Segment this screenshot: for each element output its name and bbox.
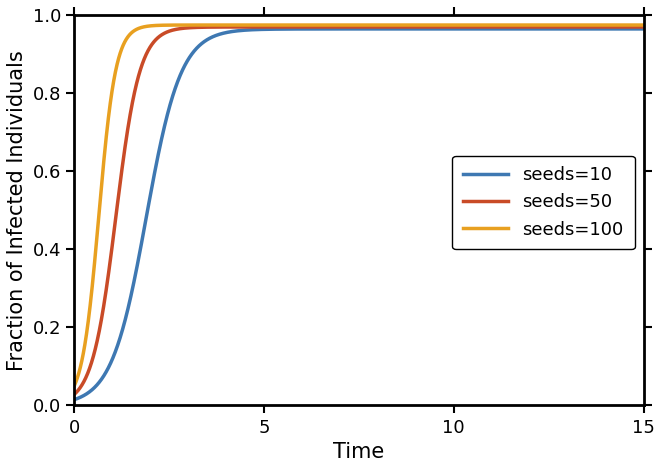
seeds=10 [70, 397, 78, 402]
seeds=10 [567, 26, 575, 32]
seeds=100 [135, 25, 143, 31]
Legend: seeds=10, seeds=50, seeds=100: seeds=10, seeds=50, seeds=100 [452, 156, 635, 250]
seeds=50 [639, 24, 647, 30]
Line: seeds=50: seeds=50 [74, 27, 643, 394]
X-axis label: Time: Time [333, 442, 385, 462]
seeds=100 [169, 22, 177, 28]
seeds=50 [313, 24, 321, 30]
seeds=50 [135, 71, 143, 77]
seeds=50 [567, 24, 575, 30]
seeds=100 [289, 22, 297, 28]
seeds=100 [567, 22, 575, 28]
seeds=50 [548, 24, 556, 30]
seeds=50 [289, 24, 297, 30]
Y-axis label: Fraction of Infected Individuals: Fraction of Infected Individuals [7, 50, 27, 371]
seeds=50 [169, 27, 177, 33]
seeds=50 [629, 24, 637, 30]
Line: seeds=10: seeds=10 [74, 29, 643, 400]
seeds=100 [405, 22, 413, 28]
seeds=10 [135, 253, 143, 258]
seeds=10 [289, 26, 297, 32]
seeds=100 [313, 22, 321, 28]
seeds=10 [313, 26, 321, 32]
Line: seeds=100: seeds=100 [74, 25, 643, 386]
seeds=100 [639, 22, 647, 28]
seeds=100 [629, 22, 637, 28]
seeds=100 [70, 383, 78, 389]
seeds=10 [639, 26, 647, 32]
seeds=10 [628, 26, 636, 32]
seeds=50 [70, 392, 78, 397]
seeds=10 [169, 92, 177, 98]
